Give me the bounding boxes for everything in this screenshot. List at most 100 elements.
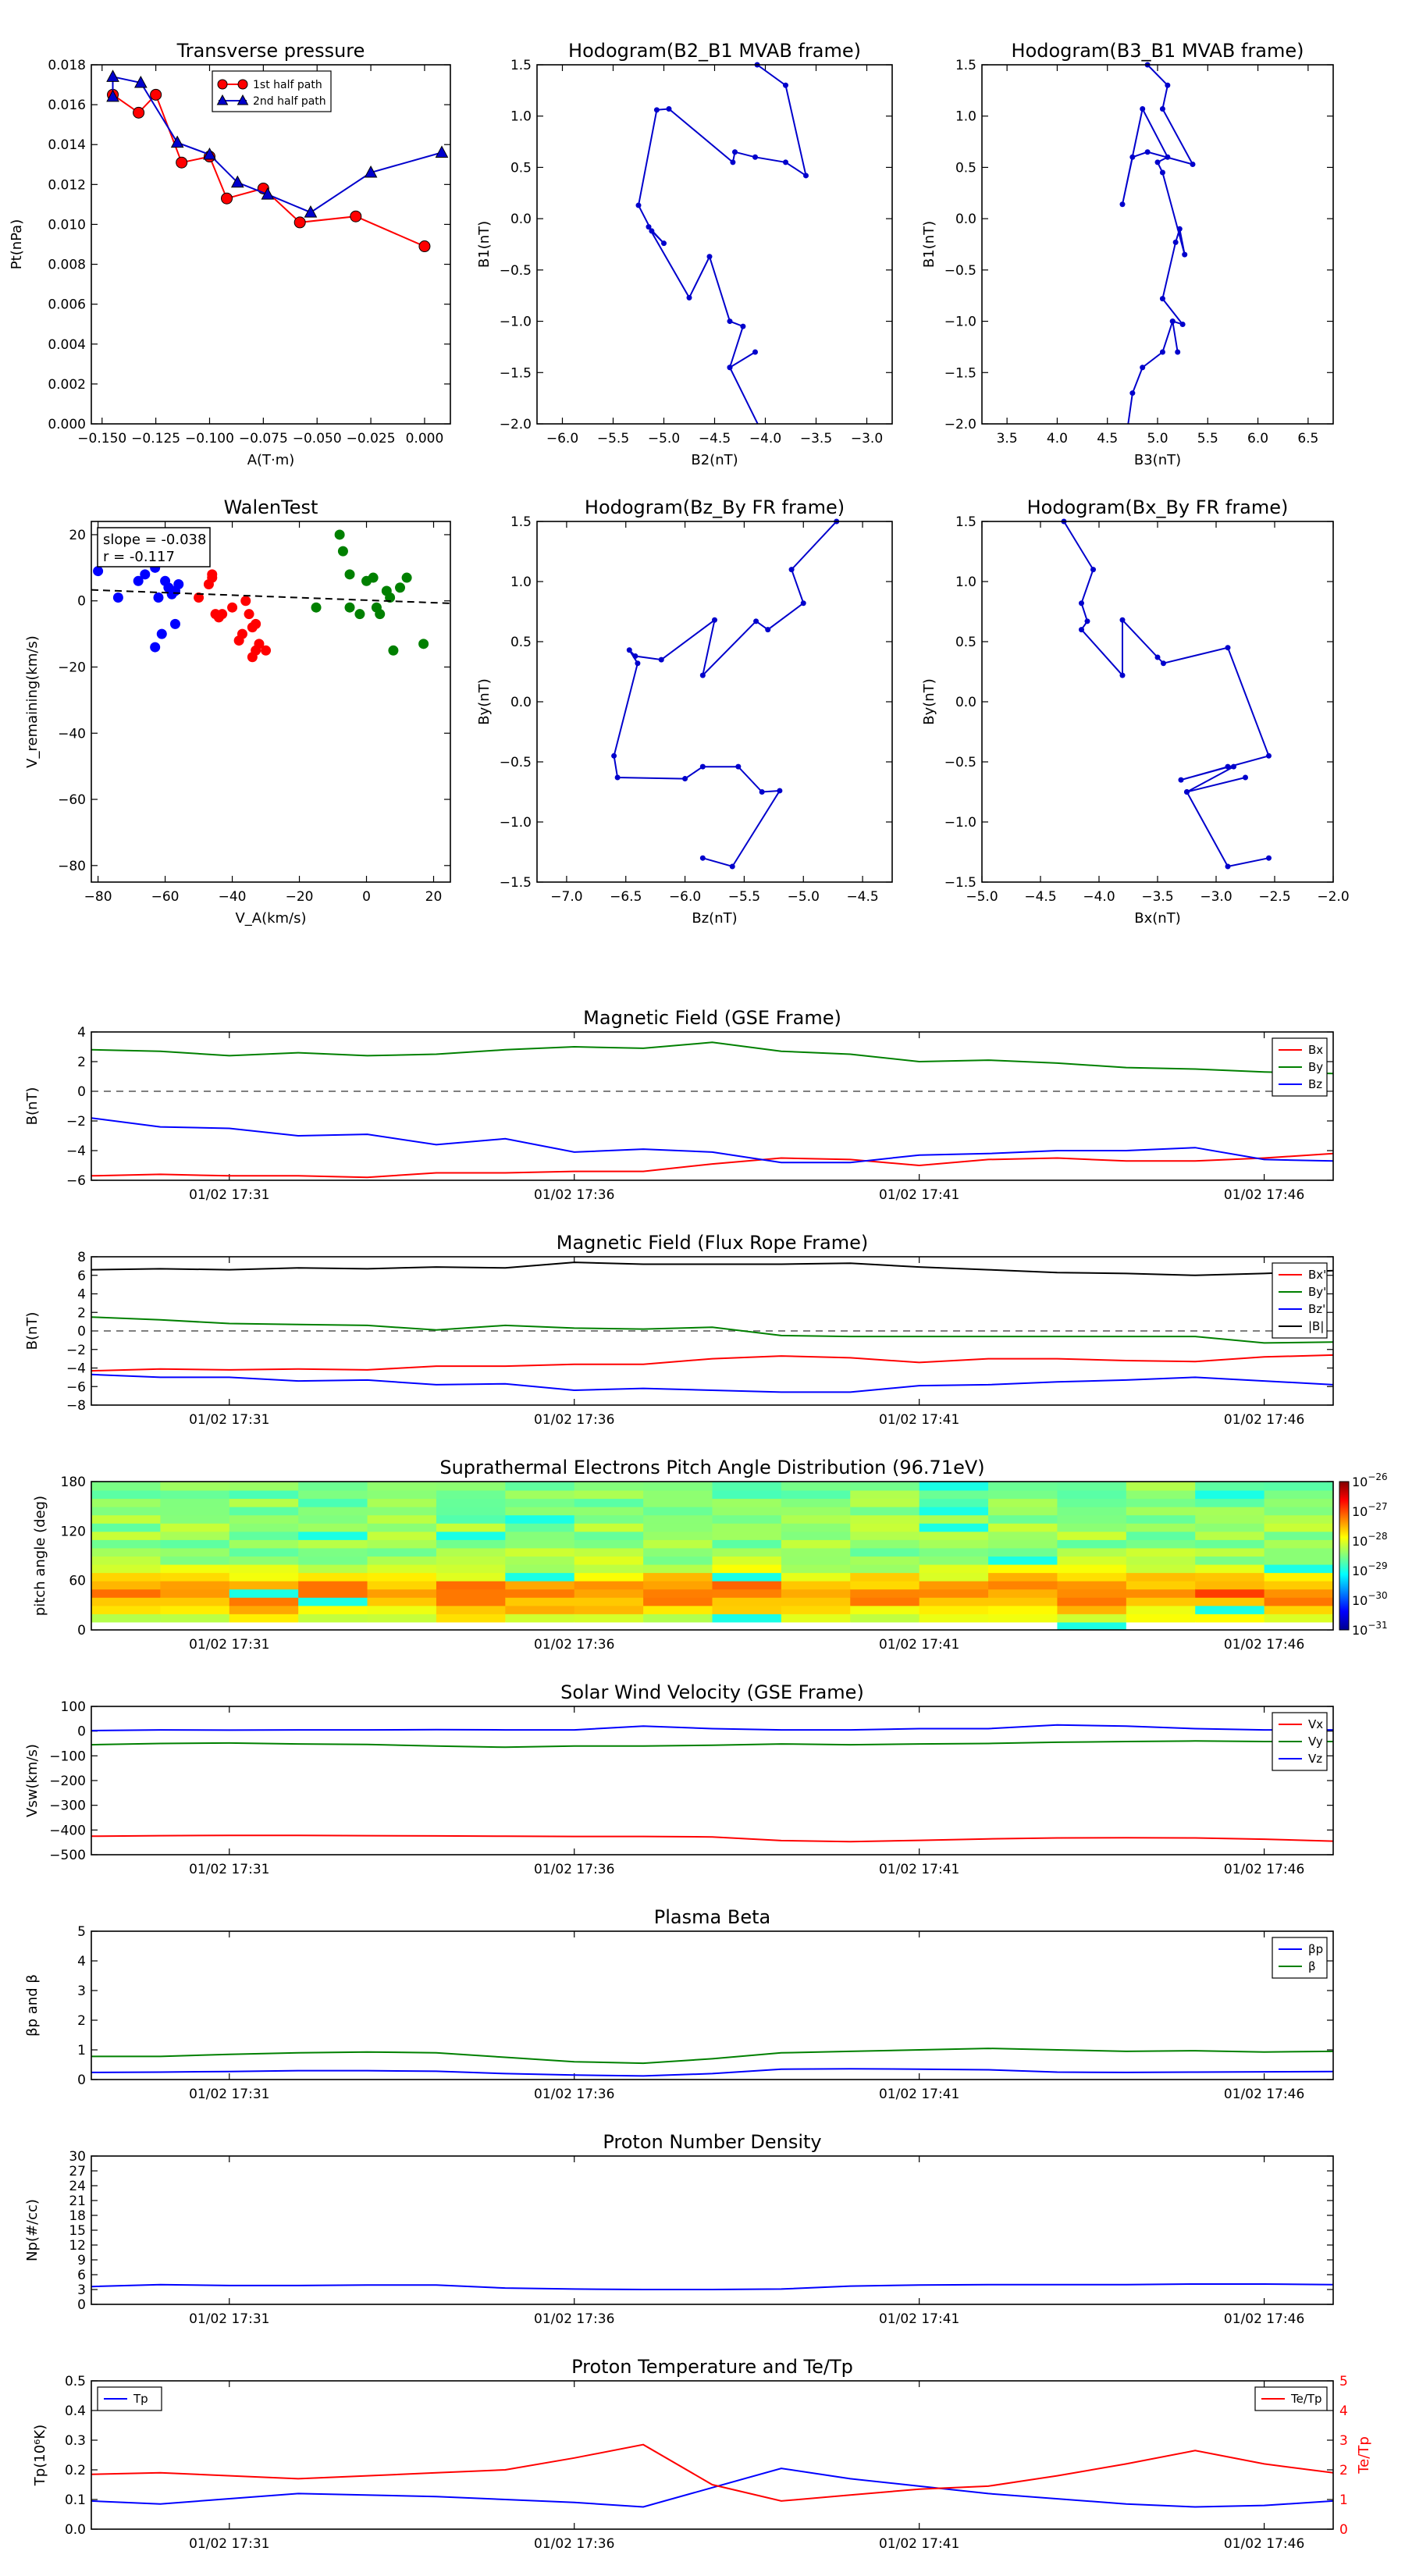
y-tick-label: −0.5 bbox=[944, 755, 976, 770]
y-axis-label: B1(nT) bbox=[921, 221, 937, 268]
y-tick-label: −100 bbox=[49, 1749, 86, 1764]
heatmap-cell bbox=[781, 1621, 852, 1630]
y-tick-label: −400 bbox=[49, 1823, 86, 1838]
data-point bbox=[134, 75, 148, 88]
data-point bbox=[368, 572, 379, 583]
x-tick-label: 5.0 bbox=[1147, 431, 1168, 447]
heatmap-cell bbox=[160, 1547, 230, 1557]
heatmap-cell bbox=[160, 1605, 230, 1614]
legend-label: Vz bbox=[1308, 1752, 1322, 1766]
y-tick-label: 0.0 bbox=[510, 695, 532, 710]
data-point bbox=[788, 567, 795, 573]
y-tick-label: 60 bbox=[69, 1574, 86, 1589]
chart-title: Magnetic Field (Flux Rope Frame) bbox=[557, 1232, 868, 1254]
heatmap-cell bbox=[1057, 1482, 1127, 1491]
data-point bbox=[140, 569, 151, 580]
heatmap-cell bbox=[919, 1580, 990, 1590]
heatmap-cell bbox=[643, 1556, 713, 1565]
heatmap-cell bbox=[1126, 1547, 1197, 1557]
heatmap-cell bbox=[574, 1531, 645, 1540]
data-point bbox=[344, 602, 355, 613]
heatmap-cell bbox=[1264, 1531, 1333, 1540]
heatmap-cell bbox=[850, 1547, 920, 1557]
heatmap-cell bbox=[850, 1572, 920, 1582]
heatmap-cell bbox=[367, 1564, 437, 1574]
heatmap-cell bbox=[298, 1596, 368, 1606]
y-tick-label: 5 bbox=[77, 1924, 86, 1940]
heatmap-cell bbox=[712, 1564, 782, 1574]
heatmap-cell bbox=[1057, 1589, 1127, 1598]
heatmap-cell bbox=[850, 1621, 920, 1630]
heatmap-cell bbox=[160, 1572, 230, 1582]
data-point bbox=[1182, 251, 1188, 258]
series-line bbox=[637, 65, 808, 424]
heatmap-cell bbox=[367, 1613, 437, 1623]
data-point bbox=[385, 592, 396, 603]
legend-label: Bz bbox=[1308, 1077, 1322, 1091]
y-tick-label-right: 0 bbox=[1339, 2522, 1348, 2538]
legend-label: 2nd half path bbox=[253, 95, 326, 108]
y-tick-label: 1 bbox=[77, 2043, 86, 2058]
heatmap-cell bbox=[436, 1506, 507, 1516]
data-point bbox=[1140, 365, 1146, 371]
legend: βp β bbox=[1272, 1937, 1328, 1979]
data-point bbox=[106, 69, 119, 82]
chart-walen: WalenTest −80 −60 −40 −20 0 20 −80 −60 −40 −20 0 20 V… bbox=[24, 496, 451, 927]
heatmap-cell bbox=[229, 1522, 300, 1532]
colorbar-tick-label: 10−30 bbox=[1352, 1590, 1388, 1608]
heatmap-cell bbox=[91, 1580, 162, 1590]
x-tick-label: −4.0 bbox=[749, 431, 781, 447]
heatmap-cell bbox=[436, 1547, 507, 1557]
heatmap-cell bbox=[919, 1531, 990, 1540]
heatmap-cell bbox=[643, 1580, 713, 1590]
series-line bbox=[1063, 521, 1270, 868]
data-point bbox=[1225, 863, 1231, 870]
series-line bbox=[91, 1834, 1333, 1843]
heatmap-cell bbox=[919, 1522, 990, 1532]
heatmap-cell bbox=[1126, 1522, 1197, 1532]
y-tick-label: 4 bbox=[77, 1287, 86, 1303]
legend: Vx Vy Vz bbox=[1272, 1712, 1328, 1771]
heatmap-cell bbox=[229, 1580, 300, 1590]
y-tick-label: −1.0 bbox=[944, 815, 976, 831]
heatmap-cell bbox=[574, 1498, 645, 1507]
y-tick-label: 0 bbox=[77, 2073, 86, 2088]
chart-title: WalenTest bbox=[224, 496, 318, 518]
x-tick-label: −0.125 bbox=[131, 431, 180, 447]
heatmap-cell bbox=[1057, 1539, 1127, 1549]
heatmap-cell bbox=[712, 1580, 782, 1590]
heatmap-cell bbox=[1195, 1580, 1265, 1590]
x-tick-label: 01/02 17:46 bbox=[1224, 1862, 1304, 1877]
heatmap-cell bbox=[160, 1489, 230, 1500]
x-axis-label: B3(nT) bbox=[1134, 452, 1181, 468]
heatmap-cell bbox=[91, 1506, 162, 1516]
heatmap-cell bbox=[298, 1489, 368, 1500]
data-point bbox=[1129, 390, 1136, 397]
y-tick-label: 0.5 bbox=[510, 635, 532, 650]
x-tick-label: 01/02 17:36 bbox=[534, 2536, 614, 2552]
y-tick-label: 1.0 bbox=[955, 109, 976, 125]
legend-marker bbox=[237, 79, 248, 90]
heatmap-cell bbox=[367, 1514, 437, 1524]
y-tick-label: 21 bbox=[69, 2194, 86, 2209]
heatmap-cell bbox=[781, 1489, 852, 1500]
heatmap-cell bbox=[781, 1564, 852, 1574]
y-axis-label: By(nT) bbox=[921, 678, 937, 724]
y-tick-label: 2 bbox=[77, 2013, 86, 2029]
x-tick-label: 4.0 bbox=[1047, 431, 1068, 447]
data-point bbox=[1119, 617, 1126, 623]
heatmap-cell bbox=[1264, 1613, 1333, 1623]
heatmap-cell bbox=[91, 1539, 162, 1549]
y-tick-label-right: 3 bbox=[1339, 2433, 1348, 2449]
heatmap-cell bbox=[988, 1506, 1058, 1516]
heatmap-cell bbox=[781, 1580, 852, 1590]
heatmap-cell bbox=[643, 1539, 713, 1549]
x-tick-label: 01/02 17:36 bbox=[534, 1862, 614, 1877]
heatmap-cell bbox=[367, 1506, 437, 1516]
heatmap-cell bbox=[367, 1522, 437, 1532]
data-point bbox=[699, 855, 706, 861]
chart-h2: Hodogram(B3_B1 MVAB frame) 3.5 4.0 4.5 5.0 5.… bbox=[921, 40, 1334, 468]
heatmap-cell bbox=[436, 1522, 507, 1532]
x-tick-label: −0.025 bbox=[347, 431, 396, 447]
heatmap-cell bbox=[367, 1621, 437, 1630]
